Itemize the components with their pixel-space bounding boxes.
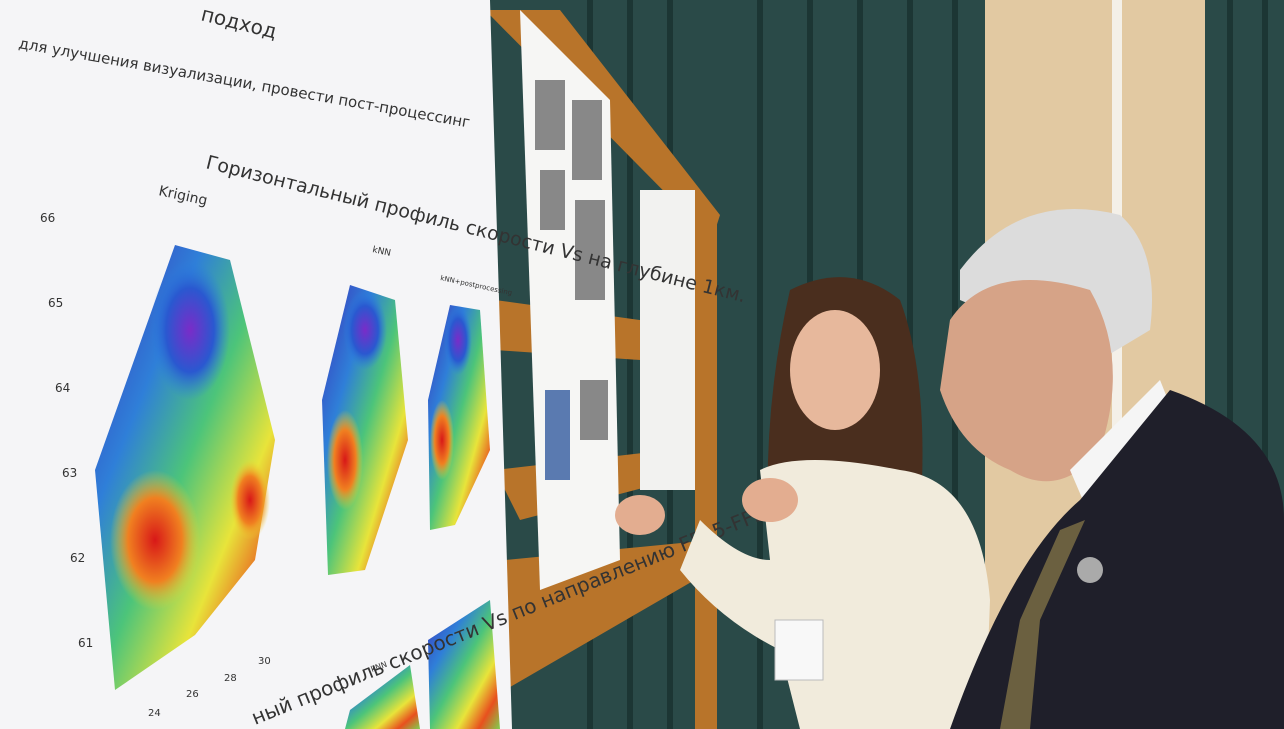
velocity-map [230,460,270,540]
velocity-map [444,305,472,375]
axis: 66 65 64 63 62 61 24 26 28 30 [40,211,271,719]
velocity-map [150,260,230,400]
man [940,209,1284,729]
velocity-map [345,665,420,729]
velocity-map [430,400,454,480]
x-tick-label: 28 [224,673,237,684]
x-tick-label: 24 [148,708,161,719]
velocity-map [327,410,363,510]
velocity-map [110,470,200,610]
velocity-map [343,290,387,370]
panel-label: kNN [371,245,391,259]
y-tick-label: 66 [40,211,55,225]
y-tick-label: 64 [55,381,70,395]
paper-sheet [640,190,695,490]
velocity-map [428,600,500,729]
y-tick-label: 63 [62,466,77,480]
paper-text [535,80,608,480]
y-tick-label: 61 [78,636,93,650]
y-tick-label: 62 [70,551,85,565]
x-tick-label: 26 [186,689,199,700]
x-tick-label: 30 [258,656,271,667]
woman [615,277,990,729]
y-tick-label: 65 [48,296,63,310]
